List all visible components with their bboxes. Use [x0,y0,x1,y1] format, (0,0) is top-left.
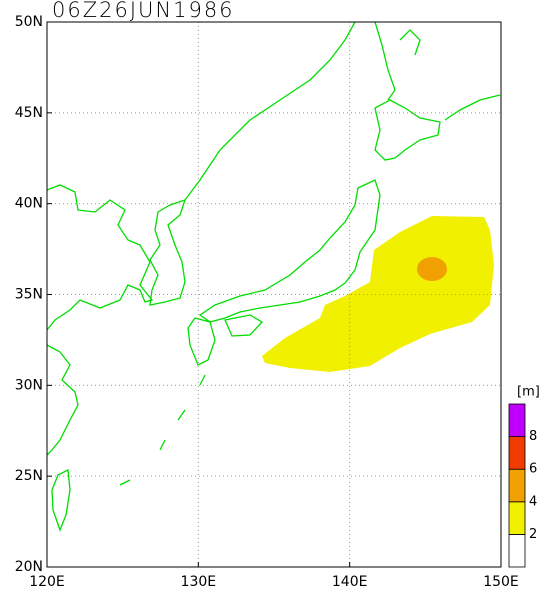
coastline-shikoku [224,314,264,337]
coastline-hokkaido [374,99,441,161]
y-tick-label: 50N [15,14,43,30]
coastline-kyushu [187,317,216,366]
colorbar-label: 4 [529,494,537,509]
shade-2-4m [262,216,494,372]
coastline-kuril [444,94,501,121]
colorbar-label: 2 [529,527,537,542]
coastline-sakhalin [374,21,421,101]
coastlines [46,21,501,532]
x-tick-label: 150E [483,574,519,590]
colorbar-swatch [508,501,526,535]
x-tick-label: 140E [332,574,368,590]
colorbar-swatch [508,534,526,568]
y-tick-label: 40N [15,196,43,212]
coastline-korea [149,198,187,306]
coastline-ryukyu [119,374,206,486]
x-tick-label: 130E [181,574,217,590]
y-tick-label: 45N [15,105,43,121]
colorbar-label: 8 [529,429,537,444]
y-tick-label: 20N [15,559,43,575]
colorbar-unit: [m] [517,385,540,400]
coastline [46,344,79,456]
colorbar-swatch [508,436,526,470]
coastline-taiwan [51,468,71,532]
colorbar-swatch [508,468,526,503]
shade-4-6m [417,257,447,281]
coastline-honshu [198,179,381,323]
coastline [46,184,154,331]
y-tick-label: 35N [15,287,43,303]
y-tick-label: 30N [15,377,43,393]
coastline-mainland-north [184,21,356,201]
title: 06Z26JUN1986 [52,0,235,22]
wave-height-shading [262,216,494,372]
colorbar: 2 4 6 8 [m] [508,385,540,568]
axes: 120E 130E 140E 150E 20N 25N 30N 35N 40N 45N 50N [15,14,519,590]
x-tick-label: 120E [29,574,65,590]
colorbar-swatch [508,403,526,437]
colorbar-label: 6 [529,462,537,477]
y-tick-label: 25N [15,468,43,484]
